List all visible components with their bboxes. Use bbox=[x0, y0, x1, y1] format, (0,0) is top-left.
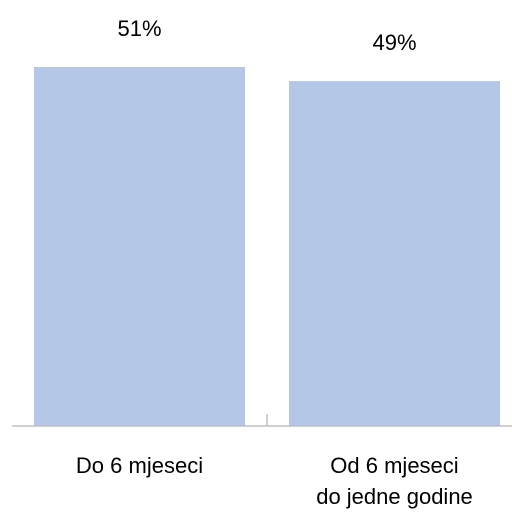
data-labels-group: 51% 49% bbox=[117, 16, 416, 55]
bars-group bbox=[34, 67, 500, 426]
data-label-1: 51% bbox=[117, 16, 161, 41]
data-label-2: 49% bbox=[372, 30, 416, 55]
category-label-2-line-2: do jedne godine bbox=[316, 484, 473, 509]
bar-2 bbox=[289, 81, 500, 426]
category-label-1-line-1: Do 6 mjeseci bbox=[76, 453, 203, 478]
bar-1 bbox=[34, 67, 245, 426]
category-labels-group: Do 6 mjeseci Od 6 mjeseci do jedne godine bbox=[76, 453, 473, 509]
category-label-2-line-1: Od 6 mjeseci bbox=[330, 453, 458, 478]
